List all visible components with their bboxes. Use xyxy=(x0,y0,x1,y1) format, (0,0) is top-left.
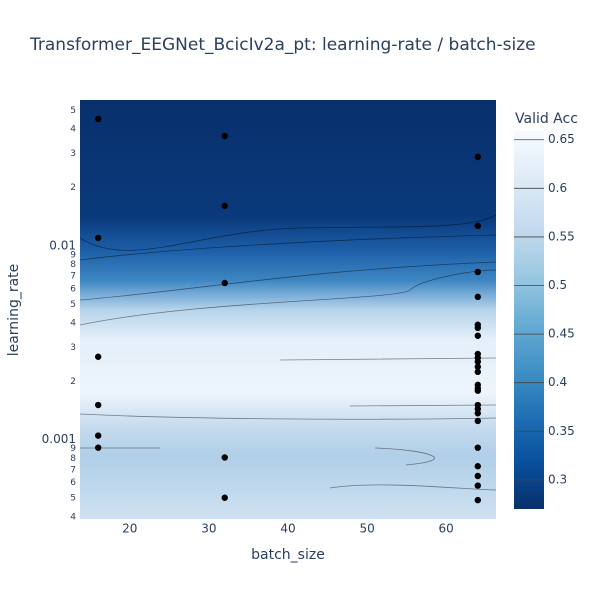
colorbar-tick-label: 0.5 xyxy=(548,278,567,292)
y-tick-label: 5 xyxy=(70,300,76,310)
trial-point xyxy=(221,279,228,287)
colorbar-tick-label: 0.3 xyxy=(548,472,567,486)
colorbar-tick-label: 0.65 xyxy=(548,132,575,146)
y-tick-label: 6 xyxy=(70,478,76,488)
x-axis-title: batch_size xyxy=(251,547,325,563)
y-tick-label: 7 xyxy=(70,271,76,281)
colorbar-tick-label: 0.55 xyxy=(548,229,575,243)
chart-title: Transformer_EEGNet_BcicIv2a_pt: learning… xyxy=(29,35,536,55)
x-tick-label: 20 xyxy=(122,522,137,536)
x-tick-label: 50 xyxy=(359,522,374,536)
trial-point xyxy=(474,324,482,332)
trial-point xyxy=(474,463,482,470)
trial-point xyxy=(474,358,482,365)
trial-point xyxy=(94,444,102,451)
y-tick-label: 5 xyxy=(70,106,76,116)
x-tick-label: 30 xyxy=(201,522,216,536)
trial-point xyxy=(474,222,482,229)
trial-point xyxy=(94,353,102,360)
trial-point xyxy=(474,444,482,451)
y-tick-label: 4 xyxy=(70,319,76,329)
y-tick-label: 2 xyxy=(70,377,76,387)
y-tick-label: 5 xyxy=(70,494,76,504)
y-tick-label: 3 xyxy=(70,149,76,159)
trial-point xyxy=(474,482,482,489)
colorbar-tick-label: 0.4 xyxy=(548,375,567,389)
trial-point xyxy=(474,496,482,504)
trial-point xyxy=(221,132,228,140)
y-tick-label: 0.01 xyxy=(49,238,76,252)
trial-point xyxy=(474,363,482,370)
y-tick-label: 6 xyxy=(70,284,76,294)
colorbar-tick-label: 0.35 xyxy=(548,424,575,438)
y-tick-label: 8 xyxy=(70,454,76,464)
trial-point xyxy=(94,432,102,439)
trial-point xyxy=(221,494,228,501)
colorbar-tick-label: 0.45 xyxy=(548,327,575,341)
y-tick-label: 4 xyxy=(70,512,76,522)
trial-point xyxy=(474,410,482,417)
trial-point xyxy=(474,368,482,376)
colorbar-title: Valid Acc xyxy=(515,111,578,127)
trial-point xyxy=(94,234,102,242)
y-tick-label: 9 xyxy=(70,250,76,260)
trial-point xyxy=(474,472,482,480)
y-tick-label: 0.001 xyxy=(42,432,76,446)
x-tick-label: 40 xyxy=(280,522,295,536)
x-tick-label: 60 xyxy=(439,522,454,536)
trial-point xyxy=(94,115,102,123)
y-tick-label: 2 xyxy=(70,183,76,193)
trial-point xyxy=(474,417,482,425)
y-tick-label: 9 xyxy=(70,444,76,454)
y-tick-label: 7 xyxy=(70,465,76,475)
trial-point xyxy=(474,153,482,161)
trial-point xyxy=(94,401,102,409)
trial-point xyxy=(221,202,228,210)
trial-point xyxy=(474,268,482,276)
colorbar xyxy=(514,131,544,509)
y-axis-title: learning_rate xyxy=(6,264,22,357)
y-tick-label: 4 xyxy=(70,125,76,135)
y-tick-label: 8 xyxy=(70,260,76,270)
trial-point xyxy=(474,332,482,339)
colorbar-tick-label: 0.6 xyxy=(548,181,567,195)
trial-point xyxy=(474,387,482,394)
contour-lines xyxy=(79,214,497,491)
contour-fill xyxy=(80,100,496,519)
trial-point xyxy=(474,293,482,301)
y-tick-label: 3 xyxy=(70,343,76,353)
trial-point xyxy=(221,454,228,461)
